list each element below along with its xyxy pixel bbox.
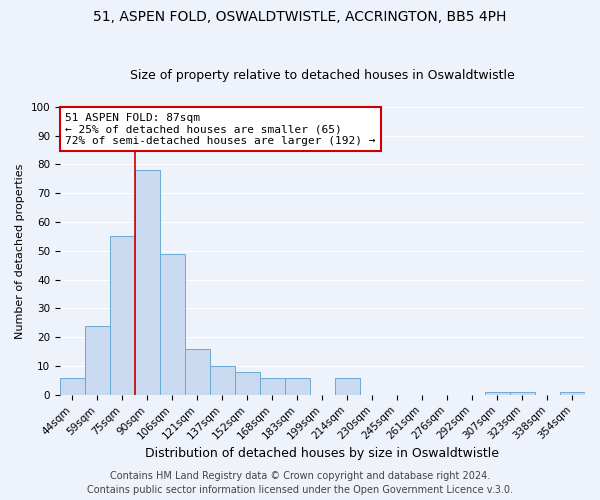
Bar [135, 170, 160, 395]
Bar [235, 372, 260, 395]
Bar [485, 392, 510, 395]
Title: Size of property relative to detached houses in Oswaldtwistle: Size of property relative to detached ho… [130, 69, 515, 82]
Text: 51 ASPEN FOLD: 87sqm
← 25% of detached houses are smaller (65)
72% of semi-detac: 51 ASPEN FOLD: 87sqm ← 25% of detached h… [65, 112, 376, 146]
Text: 51, ASPEN FOLD, OSWALDTWISTLE, ACCRINGTON, BB5 4PH: 51, ASPEN FOLD, OSWALDTWISTLE, ACCRINGTO… [94, 10, 506, 24]
Bar [160, 254, 185, 395]
Bar [185, 349, 210, 395]
Bar [85, 326, 110, 395]
Bar [110, 236, 135, 395]
Bar [60, 378, 85, 395]
Bar [285, 378, 310, 395]
Y-axis label: Number of detached properties: Number of detached properties [15, 163, 25, 338]
Bar [510, 392, 535, 395]
Bar [260, 378, 285, 395]
X-axis label: Distribution of detached houses by size in Oswaldtwistle: Distribution of detached houses by size … [145, 447, 499, 460]
Bar [560, 392, 585, 395]
Text: Contains HM Land Registry data © Crown copyright and database right 2024.
Contai: Contains HM Land Registry data © Crown c… [87, 471, 513, 495]
Bar [210, 366, 235, 395]
Bar [335, 378, 360, 395]
